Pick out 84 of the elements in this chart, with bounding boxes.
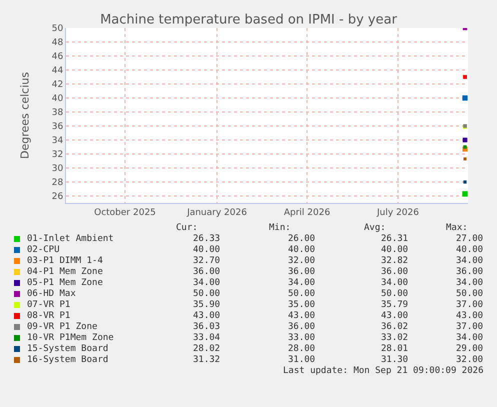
text: 37.00 bbox=[456, 300, 484, 310]
text: 26.31 bbox=[381, 234, 408, 244]
y-tick-label: 26 bbox=[52, 192, 64, 202]
text: 43.00 bbox=[193, 311, 220, 321]
text: 35.90 bbox=[193, 300, 220, 310]
text: 26.00 bbox=[288, 234, 316, 244]
text: 28.02 bbox=[193, 344, 220, 354]
text: 43.00 bbox=[381, 311, 408, 321]
text: 40.00 bbox=[193, 245, 220, 255]
text: 36.03 bbox=[193, 322, 220, 332]
y-tick-label: 40 bbox=[52, 94, 64, 104]
legend-label: 10-VR P1Mem Zone bbox=[27, 333, 114, 343]
x-tick-label: April 2026 bbox=[284, 208, 330, 218]
text: Last update: Mon Sep 21 09:00:09 2026 bbox=[283, 366, 484, 376]
text: 36.02 bbox=[381, 322, 408, 332]
text: 50.00 bbox=[381, 289, 408, 299]
legend-label: 07-VR P1 bbox=[27, 300, 70, 310]
text: 28.01 bbox=[381, 344, 408, 354]
text: Min: bbox=[269, 223, 291, 233]
text: 32.00 bbox=[456, 355, 484, 365]
text: 36.00 bbox=[193, 267, 220, 277]
text: 40.00 bbox=[381, 245, 408, 255]
text: 36.00 bbox=[381, 267, 408, 277]
legend-label: 02-CPU bbox=[27, 245, 60, 255]
text: 32.70 bbox=[193, 256, 220, 266]
legend-label: 08-VR P1 bbox=[27, 311, 70, 321]
text: 37.00 bbox=[456, 322, 484, 332]
text: 34.00 bbox=[456, 278, 484, 288]
chart-title: Machine temperature based on IPMI - by year bbox=[100, 12, 398, 28]
text: 34.00 bbox=[193, 278, 220, 288]
y-tick-label: 48 bbox=[52, 38, 64, 48]
y-tick-label: 36 bbox=[52, 122, 64, 132]
legend-label: 06-HD Max bbox=[27, 289, 76, 299]
x-tick-label: July 2026 bbox=[376, 208, 420, 218]
y-tick-label: 32 bbox=[52, 150, 64, 160]
text: 50.00 bbox=[193, 289, 220, 299]
text: 34.00 bbox=[288, 278, 316, 288]
y-tick-label: 30 bbox=[52, 164, 64, 174]
text: 40.00 bbox=[288, 245, 316, 255]
text: 43.00 bbox=[288, 311, 316, 321]
text: 33.02 bbox=[381, 333, 408, 343]
y-tick-label: 28 bbox=[52, 178, 64, 188]
text: 33.04 bbox=[193, 333, 220, 343]
text: 50.00 bbox=[288, 289, 316, 299]
legend-label: 01-Inlet Ambient bbox=[27, 234, 114, 244]
x-tick-label: October 2025 bbox=[94, 208, 156, 218]
legend-label: 05-P1 Mem Zone bbox=[27, 278, 103, 288]
y-tick-label: 44 bbox=[52, 66, 64, 76]
text: 28.00 bbox=[288, 344, 316, 354]
text: 36.00 bbox=[456, 267, 484, 277]
text: 33.00 bbox=[288, 333, 316, 343]
text: 34.00 bbox=[456, 256, 484, 266]
legend-label: 04-P1 Mem Zone bbox=[27, 267, 103, 277]
text: 26.33 bbox=[193, 234, 220, 244]
legend-label: 03-P1 DIMM 1-4 bbox=[27, 256, 103, 266]
legend-label: 09-VR P1 Zone bbox=[27, 322, 98, 332]
text: 31.32 bbox=[193, 355, 220, 365]
y-tick-label: 38 bbox=[52, 108, 64, 118]
text: Max: bbox=[446, 223, 468, 233]
text: 35.79 bbox=[381, 300, 408, 310]
y-tick-label: 34 bbox=[52, 136, 64, 146]
text: 40.00 bbox=[456, 245, 484, 255]
text: 32.82 bbox=[381, 256, 408, 266]
text: 34.00 bbox=[381, 278, 408, 288]
text: 43.00 bbox=[456, 311, 484, 321]
text: 35.00 bbox=[288, 300, 316, 310]
text: 50.00 bbox=[456, 289, 484, 299]
legend-label: 15-System Board bbox=[27, 344, 108, 354]
text: Avg: bbox=[364, 223, 386, 233]
y-tick-label: 46 bbox=[52, 52, 64, 62]
text: 27.00 bbox=[456, 234, 484, 244]
y-tick-label: 42 bbox=[52, 80, 64, 90]
text: 34.00 bbox=[456, 333, 484, 343]
text: 36.00 bbox=[288, 267, 316, 277]
text: Cur: bbox=[176, 223, 198, 233]
text: 32.00 bbox=[288, 256, 316, 266]
legend-label: 16-System Board bbox=[27, 355, 108, 365]
x-tick-label: January 2026 bbox=[186, 208, 248, 218]
text: 29.00 bbox=[456, 344, 484, 354]
text: 31.00 bbox=[288, 355, 316, 365]
y-axis-title: Degrees celcius bbox=[18, 72, 32, 159]
text: 31.30 bbox=[381, 355, 408, 365]
text: 36.00 bbox=[288, 322, 316, 332]
y-tick-label: 50 bbox=[52, 24, 64, 34]
